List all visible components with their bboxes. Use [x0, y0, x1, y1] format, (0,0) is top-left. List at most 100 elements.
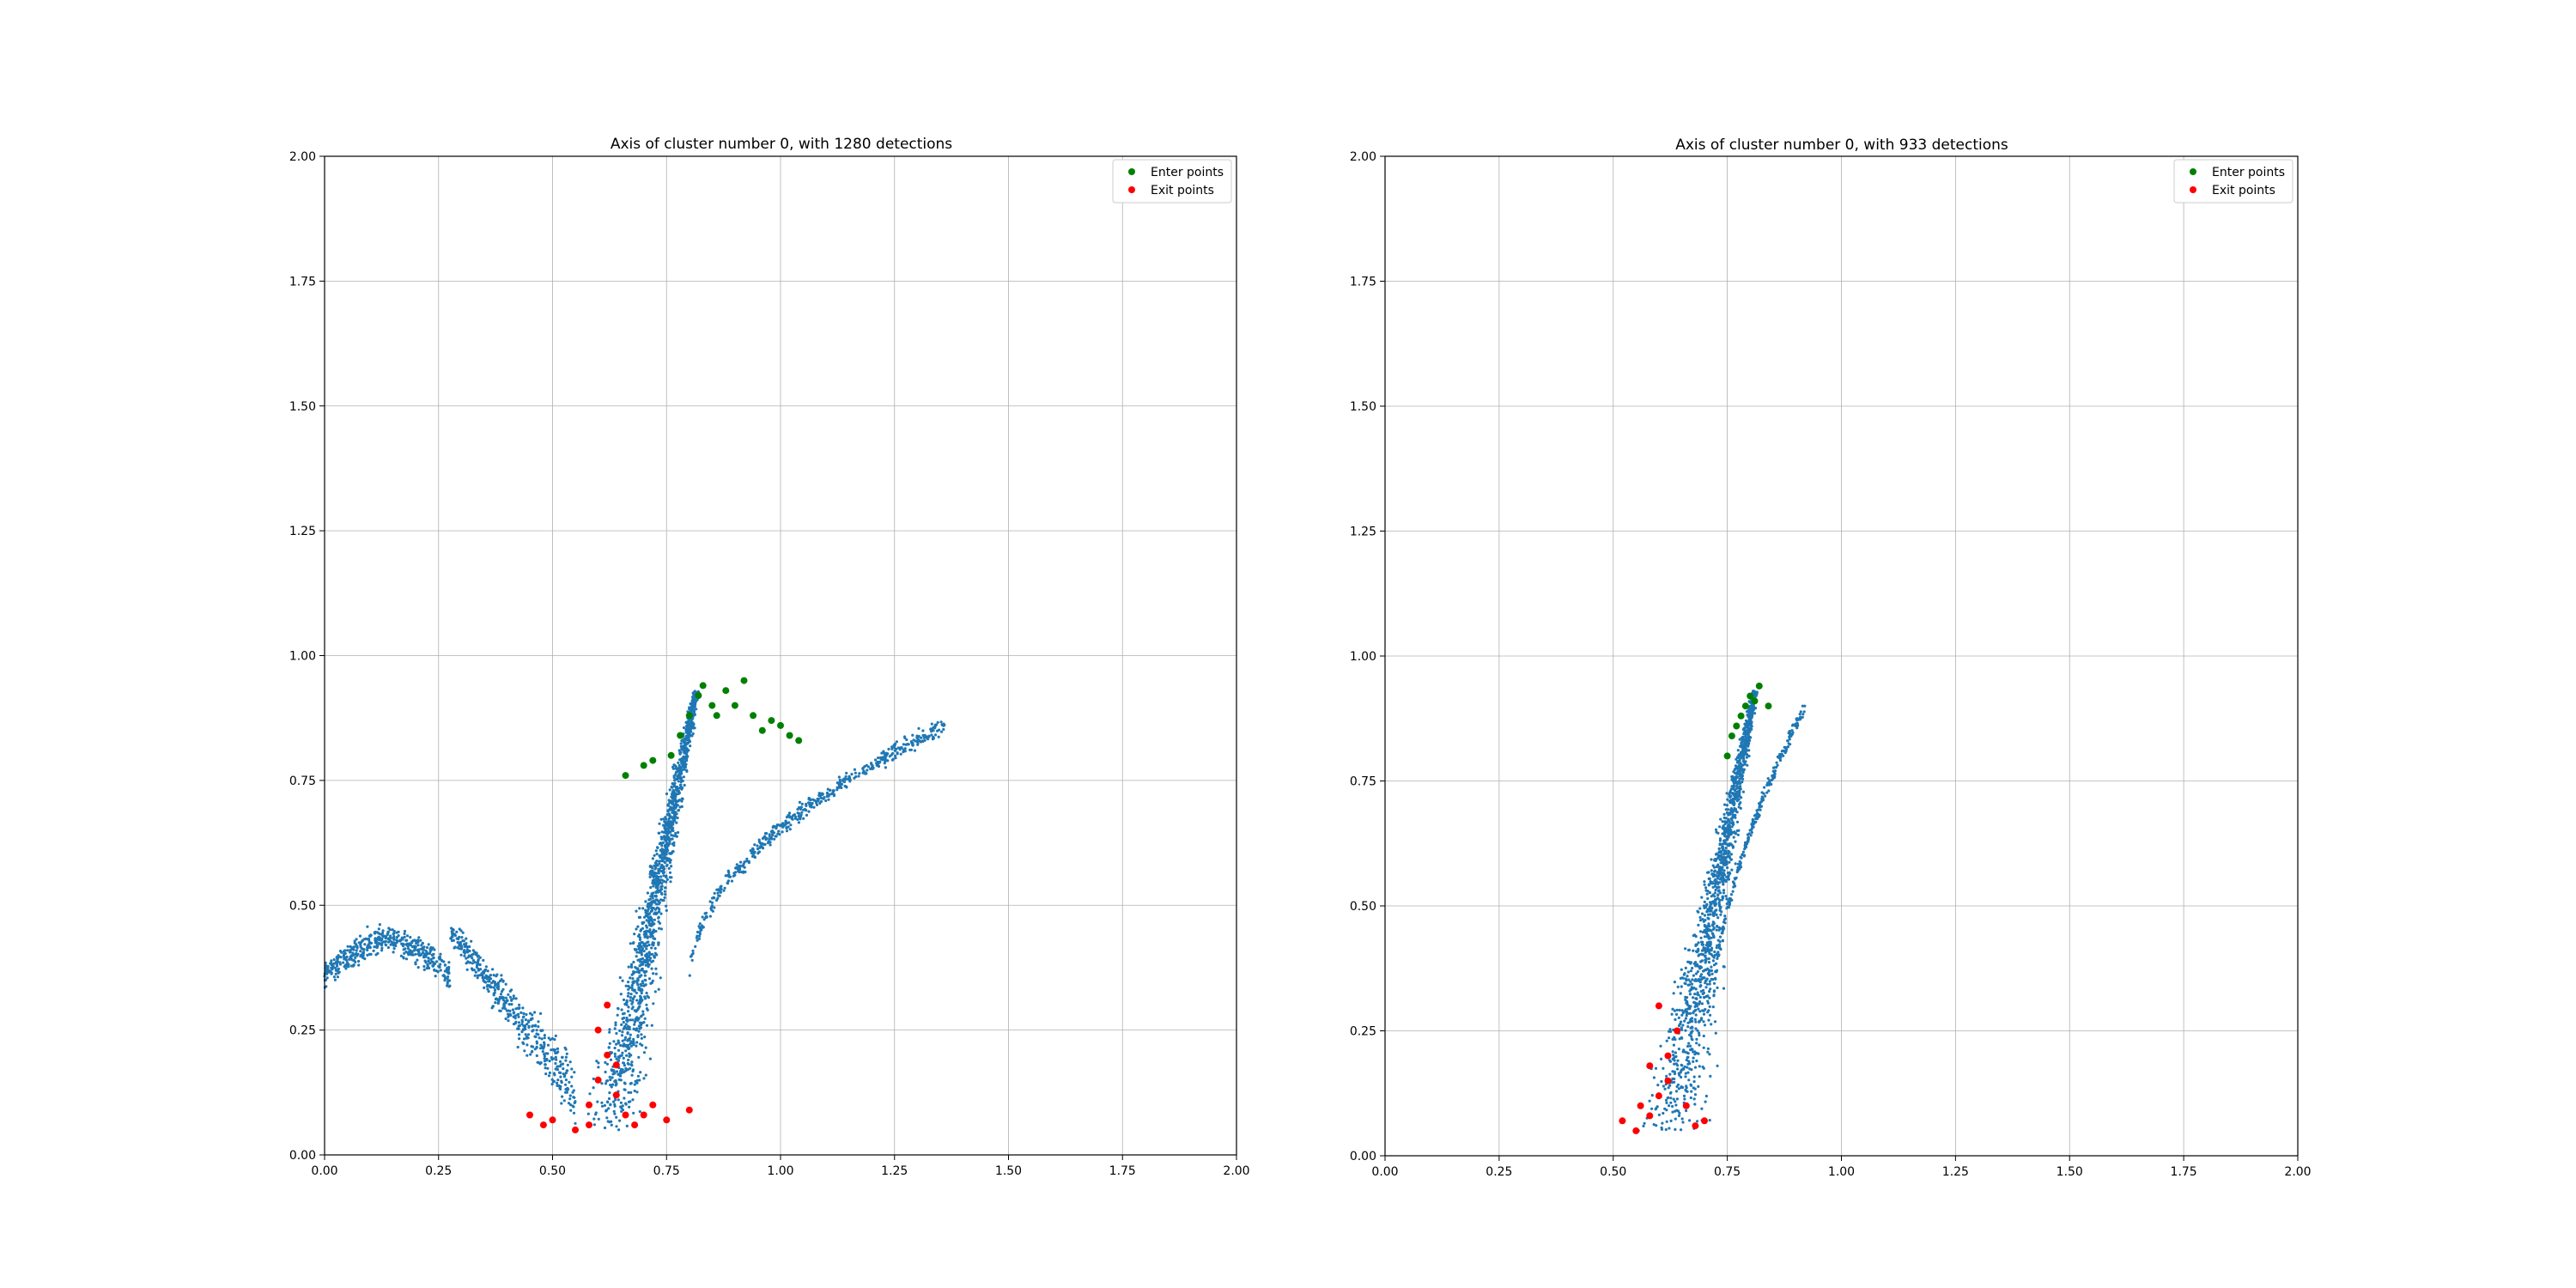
trajectory-point: [484, 965, 489, 969]
trajectory-point: [502, 1005, 506, 1009]
exit-point: [1655, 1092, 1662, 1100]
trajectory-point: [1715, 970, 1718, 974]
trajectory-point: [1777, 756, 1780, 759]
trajectory-point: [1670, 1081, 1674, 1084]
exit-point: [586, 1101, 592, 1109]
trajectory-point: [629, 993, 633, 996]
trajectory-point: [650, 981, 653, 985]
trajectory-point: [1679, 992, 1682, 995]
trajectory-point: [1799, 710, 1802, 714]
legend-marker-enter: [1128, 168, 1135, 175]
trajectory-point: [742, 862, 745, 866]
trajectory-point: [1652, 1076, 1656, 1079]
trajectory-point: [1723, 803, 1727, 806]
trajectory-point: [805, 804, 808, 808]
trajectory-point: [665, 792, 669, 796]
trajectory-point: [1798, 718, 1801, 721]
trajectory-point: [417, 951, 421, 954]
trajectory-point: [1695, 997, 1698, 1000]
trajectory-point: [699, 928, 702, 932]
trajectory-point: [332, 958, 336, 962]
trajectory-point: [543, 1060, 547, 1063]
trajectory-point: [1692, 1056, 1695, 1060]
trajectory-point: [1664, 1127, 1668, 1132]
trajectory-point: [534, 1024, 538, 1027]
trajectory-point: [812, 799, 817, 802]
trajectory-point: [633, 933, 636, 936]
trajectory-point: [560, 1079, 563, 1083]
trajectory-point: [631, 1018, 635, 1022]
trajectory-point: [659, 817, 663, 821]
trajectory-point: [1686, 1007, 1690, 1011]
trajectory-point: [1728, 897, 1732, 901]
trajectory-point: [787, 825, 790, 829]
trajectory-point: [1689, 980, 1692, 983]
trajectory-point: [641, 967, 644, 970]
trajectory-point: [438, 957, 441, 961]
trajectory-point: [1674, 1127, 1677, 1131]
trajectory-point: [1685, 1010, 1689, 1013]
trajectory-point: [654, 967, 658, 970]
trajectory-point: [492, 986, 495, 989]
trajectory-point: [1734, 884, 1737, 888]
trajectory-point: [683, 744, 687, 748]
trajectory-point: [1751, 824, 1754, 829]
trajectory-point: [655, 853, 659, 856]
trajectory-point: [708, 914, 713, 918]
trajectory-point: [504, 982, 507, 986]
trajectory-point: [1712, 927, 1716, 930]
trajectory-point: [890, 758, 894, 762]
trajectory-point: [1704, 968, 1707, 971]
trajectory-point: [645, 952, 649, 956]
trajectory-point: [629, 1100, 632, 1103]
trajectory-point: [517, 1015, 520, 1018]
trajectory-point: [1713, 884, 1716, 888]
trajectory-point: [658, 927, 661, 930]
trajectory-point: [796, 807, 799, 811]
legend: Enter points Exit points: [1112, 159, 1232, 204]
trajectory-point: [1698, 985, 1702, 988]
trajectory-point: [1697, 1007, 1700, 1011]
trajectory-point: [443, 976, 447, 980]
trajectory-point: [653, 912, 656, 915]
trajectory-point: [688, 974, 691, 977]
trajectory-point: [521, 1006, 525, 1010]
trajectory-point: [1689, 1012, 1692, 1015]
trajectory-point: [649, 901, 653, 904]
trajectory-point: [646, 891, 650, 895]
trajectory-point: [588, 1092, 592, 1096]
trajectory-point: [397, 934, 400, 938]
trajectory-point: [525, 1036, 529, 1040]
trajectory-point: [870, 762, 873, 766]
trajectory-point: [362, 948, 366, 951]
trajectory-point: [433, 948, 436, 951]
trajectory-point: [644, 909, 647, 913]
trajectory-point: [1722, 965, 1726, 969]
trajectory-point: [1686, 1062, 1690, 1066]
trajectory-point: [1685, 1090, 1688, 1093]
trajectory-point: [914, 739, 917, 743]
subplot-left: Axis of cluster number 0, with 1280 dete…: [289, 136, 1250, 1178]
trajectory-point: [1743, 735, 1747, 738]
trajectory-point: [908, 748, 912, 752]
trajectory-point: [819, 796, 823, 799]
trajectory-point: [1694, 978, 1698, 981]
trajectory-point: [1685, 1058, 1688, 1062]
trajectory-point: [401, 938, 404, 941]
trajectory-point: [335, 960, 338, 963]
trajectory-point: [665, 817, 668, 821]
trajectory-point: [765, 832, 769, 835]
trajectory-point: [1730, 825, 1734, 829]
trajectory-point: [781, 830, 784, 834]
trajectory-point: [443, 979, 447, 982]
trajectory-point: [1696, 909, 1699, 913]
trajectory-point: [665, 876, 668, 879]
trajectory-point: [1734, 862, 1737, 866]
trajectory-point: [1795, 718, 1799, 722]
trajectory-point: [1707, 1018, 1710, 1022]
trajectory-point: [648, 918, 652, 921]
trajectory-point: [404, 957, 409, 961]
trajectory-point: [883, 762, 886, 765]
trajectory-point: [416, 966, 420, 969]
trajectory-point: [556, 1081, 559, 1084]
